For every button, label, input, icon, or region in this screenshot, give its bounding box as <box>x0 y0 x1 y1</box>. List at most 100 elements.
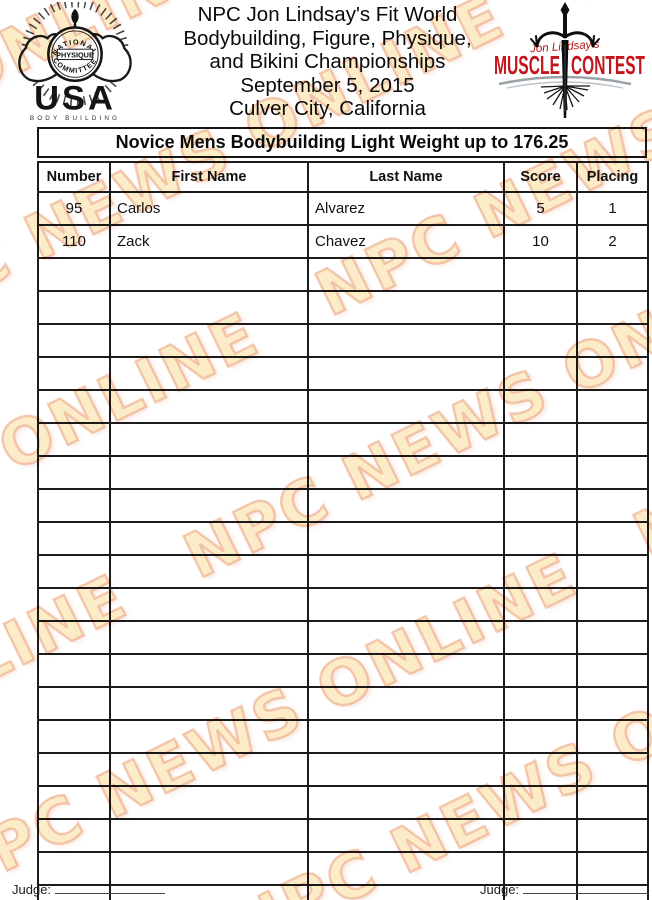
cell-last-name <box>307 290 505 325</box>
cell-placing <box>576 488 649 523</box>
table-row <box>37 257 649 292</box>
cell-number: 110 <box>37 224 111 259</box>
npc-usa-logo-icon: NATIONAL PHYSIQUE COMMITTEE USA BODY BUI… <box>18 2 132 122</box>
cell-score <box>503 554 578 589</box>
table-row <box>37 554 649 589</box>
cell-number <box>37 422 111 457</box>
table-row <box>37 389 649 424</box>
event-title: NPC Jon Lindsay's Fit World Bodybuilding… <box>150 3 505 121</box>
cell-placing <box>576 521 649 556</box>
cell-score <box>503 752 578 787</box>
cell-number <box>37 389 111 424</box>
cell-number <box>37 257 111 292</box>
cell-placing <box>576 323 649 358</box>
table-row <box>37 323 649 358</box>
event-date: September 5, 2015 <box>240 73 415 97</box>
cell-placing <box>576 290 649 325</box>
table-row <box>37 686 649 721</box>
cell-last-name <box>307 554 505 589</box>
table-row <box>37 653 649 688</box>
results-table: Number First Name Last Name Score Placin… <box>37 161 649 900</box>
cell-placing <box>576 653 649 688</box>
cell-score <box>503 719 578 754</box>
cell-last-name <box>307 323 505 358</box>
table-row <box>37 719 649 754</box>
cell-first-name <box>109 818 309 853</box>
col-header-placing: Placing <box>576 161 649 193</box>
cell-score <box>503 785 578 820</box>
cell-number <box>37 290 111 325</box>
cell-score <box>503 323 578 358</box>
cell-number <box>37 356 111 391</box>
cell-last-name <box>307 455 505 490</box>
cell-placing <box>576 389 649 424</box>
cell-score <box>503 686 578 721</box>
cell-last-name <box>307 818 505 853</box>
cell-last-name <box>307 752 505 787</box>
cell-placing <box>576 851 649 886</box>
cell-first-name <box>109 554 309 589</box>
cell-placing: 2 <box>576 224 649 259</box>
cell-score <box>503 356 578 391</box>
judge-left-blank-line <box>55 882 166 894</box>
cell-last-name: Chavez <box>307 224 505 259</box>
cell-last-name <box>307 356 505 391</box>
cell-score <box>503 620 578 655</box>
event-title-line1: NPC Jon Lindsay's Fit World <box>197 3 458 26</box>
cell-first-name <box>109 323 309 358</box>
page-header: NATIONAL PHYSIQUE COMMITTEE USA BODY BUI… <box>0 0 652 126</box>
cell-number <box>37 851 111 886</box>
cell-score <box>503 290 578 325</box>
cell-first-name <box>109 686 309 721</box>
cell-placing <box>576 587 649 622</box>
cell-first-name <box>109 620 309 655</box>
cell-last-name <box>307 521 505 556</box>
cell-number <box>37 488 111 523</box>
event-title-line3: and Bikini Championships <box>209 50 446 74</box>
cell-last-name <box>307 422 505 457</box>
table-row <box>37 851 649 886</box>
table-row <box>37 785 649 820</box>
cell-number <box>37 785 111 820</box>
table-row <box>37 488 649 523</box>
npc-circle-text-mid: PHYSIQUE <box>56 50 94 59</box>
cell-last-name: Alvarez <box>307 191 505 226</box>
cell-score: 10 <box>503 224 578 259</box>
cell-first-name: Zack <box>109 224 309 259</box>
col-header-first: First Name <box>109 161 309 193</box>
cell-score <box>503 851 578 886</box>
cell-first-name <box>109 455 309 490</box>
cell-score <box>503 521 578 556</box>
class-title: Novice Mens Bodybuilding Light Weight up… <box>37 127 647 158</box>
cell-last-name <box>307 620 505 655</box>
cell-number <box>37 455 111 490</box>
cell-score <box>503 587 578 622</box>
cell-placing: 1 <box>576 191 649 226</box>
cell-placing <box>576 818 649 853</box>
col-header-number: Number <box>37 161 111 193</box>
table-row <box>37 752 649 787</box>
cell-placing <box>576 719 649 754</box>
cell-first-name <box>109 785 309 820</box>
cell-number <box>37 620 111 655</box>
muscle-contest-logo-icon: Jon Lindsay's MUSCLE CONTEST <box>493 2 646 118</box>
cell-first-name <box>109 488 309 523</box>
cell-last-name <box>307 488 505 523</box>
bodybuilding-text: BODY BUILDING <box>30 115 120 122</box>
cell-number <box>37 818 111 853</box>
judge-signature-right: Judge: <box>480 882 650 897</box>
cell-last-name <box>307 653 505 688</box>
table-row <box>37 587 649 622</box>
cell-number <box>37 554 111 589</box>
cell-placing <box>576 620 649 655</box>
judge-left-label: Judge: <box>12 882 52 897</box>
cell-first-name <box>109 587 309 622</box>
dagger-icon <box>530 2 600 118</box>
cell-last-name <box>307 851 505 886</box>
judge-right-label: Judge: <box>480 882 520 897</box>
cell-score <box>503 818 578 853</box>
cell-number <box>37 587 111 622</box>
cell-score <box>503 653 578 688</box>
cell-first-name <box>109 389 309 424</box>
